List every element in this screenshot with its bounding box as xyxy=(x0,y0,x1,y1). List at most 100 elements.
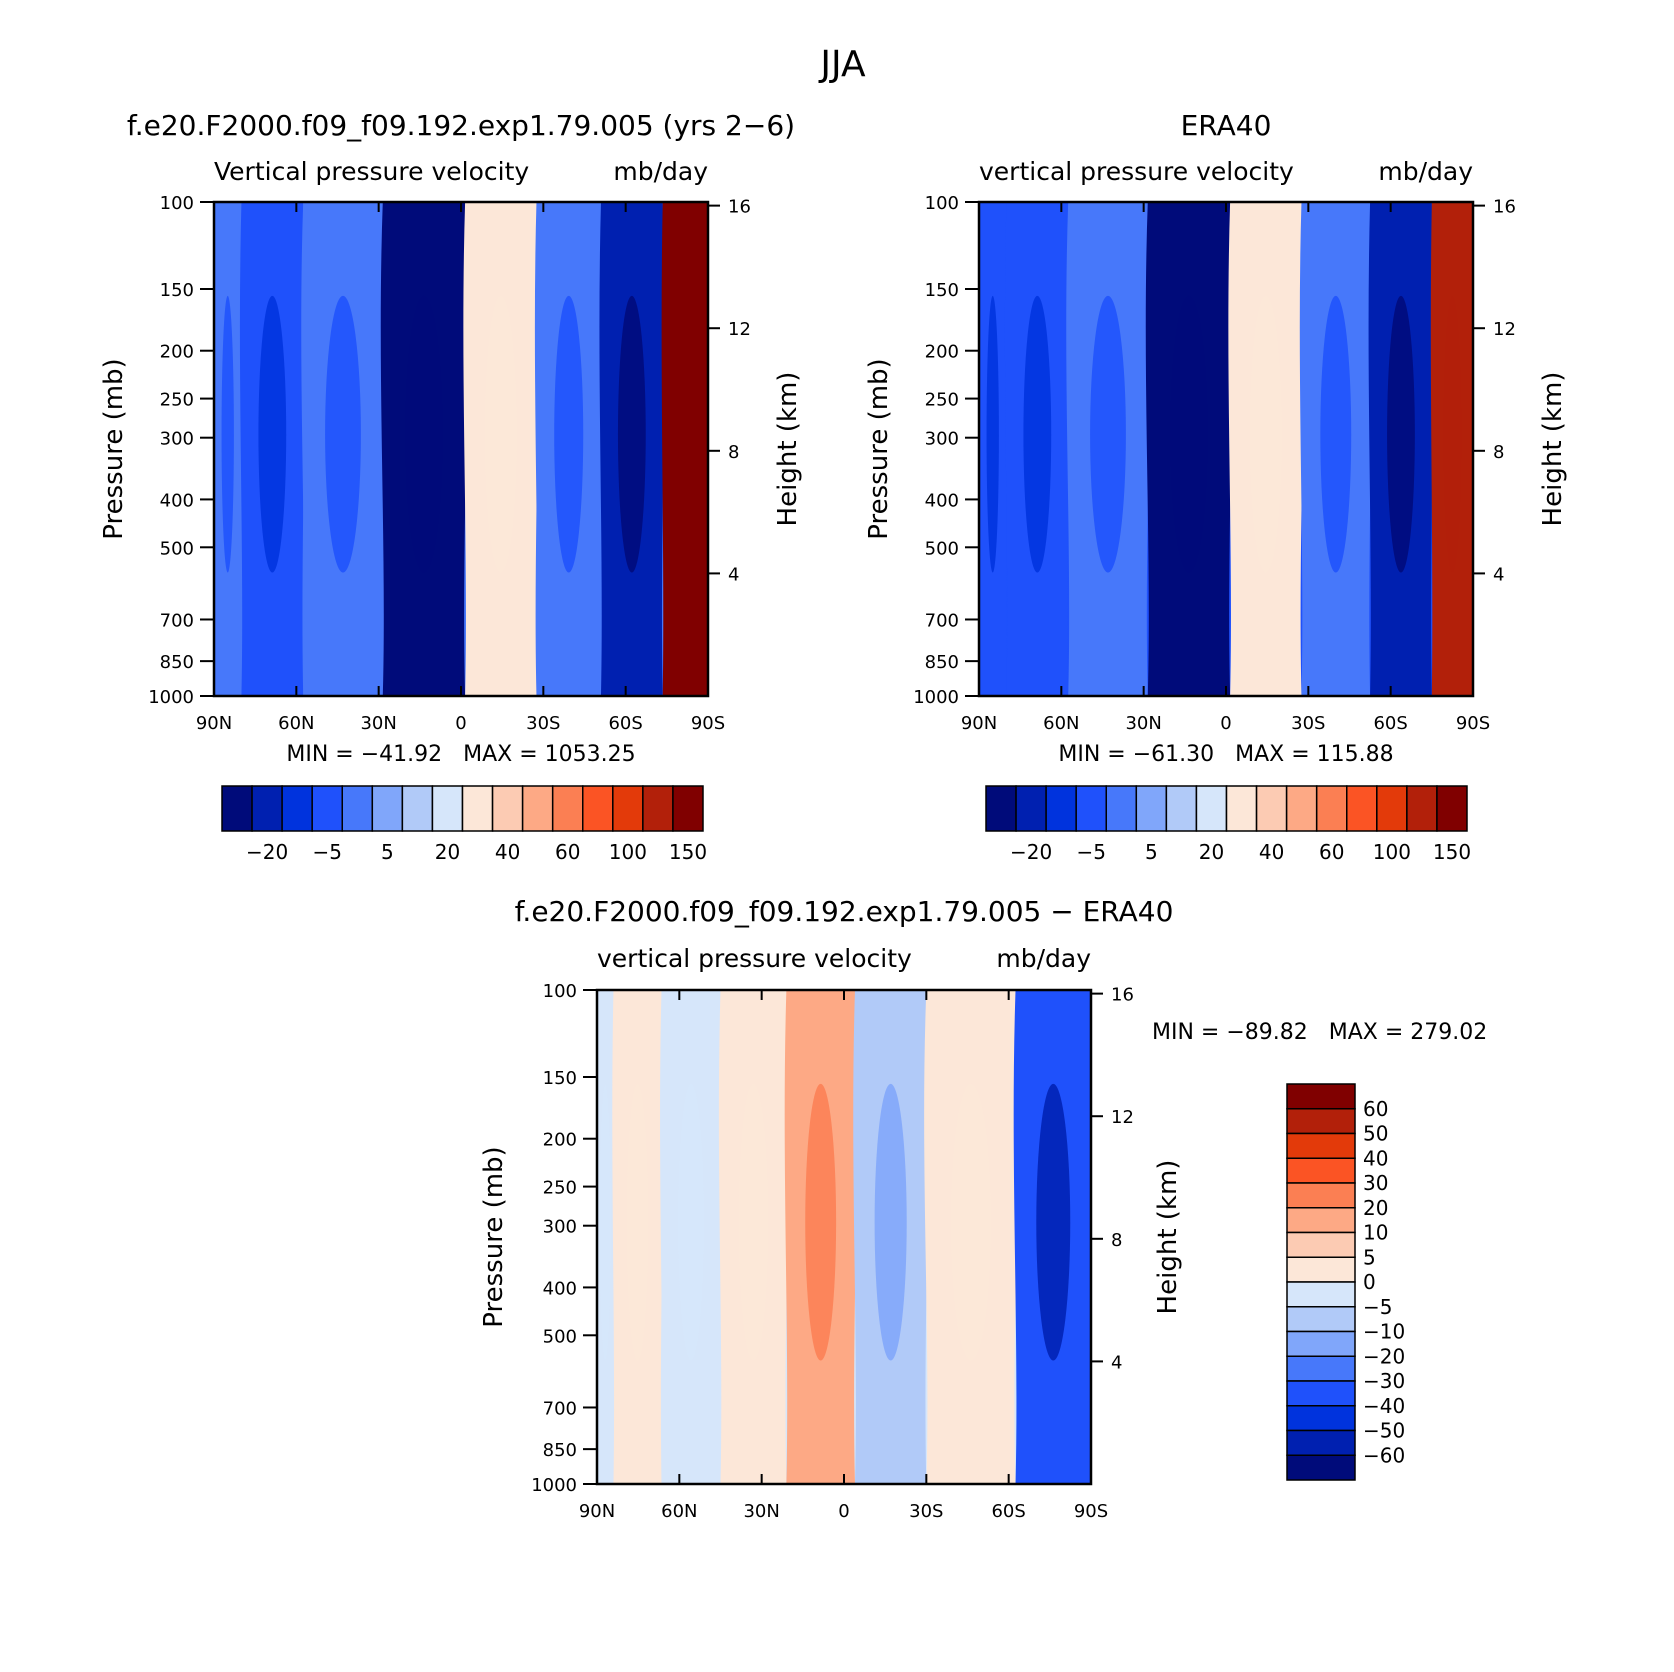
colorbar-label: 20 xyxy=(1363,1196,1388,1220)
y2-tick-label: 12 xyxy=(1111,1107,1134,1128)
colorbar-box xyxy=(1015,785,1047,832)
contour-core xyxy=(325,295,361,573)
colorbar-label: 150 xyxy=(669,840,707,864)
colorbar-box xyxy=(1286,1132,1356,1159)
contour-core xyxy=(675,295,696,573)
y-tick-label: 850 xyxy=(543,1440,577,1461)
colorbar-box xyxy=(612,785,644,832)
y2-tick-label: 4 xyxy=(728,564,739,585)
y2-tick-label: 16 xyxy=(1111,985,1134,1006)
colorbar-box xyxy=(311,785,343,832)
axis-ticks: 90N 60N 30N 0 30S 60S 90S 100 150 200 250 300 400 500… xyxy=(913,193,1516,734)
y2-tick-label: 16 xyxy=(1493,197,1516,218)
colorbar-box xyxy=(1376,785,1408,832)
max-label: MAX = 1053.25 xyxy=(463,742,636,767)
colorbar-label: −50 xyxy=(1363,1419,1405,1443)
colorbar-box xyxy=(985,785,1017,832)
colorbar-box xyxy=(1286,1207,1356,1234)
x-tick-label: 30S xyxy=(909,1501,943,1522)
x-tick-label: 60N xyxy=(661,1501,697,1522)
x-tick-label: 90S xyxy=(1074,1501,1108,1522)
colorbar-label: −20 xyxy=(1363,1344,1405,1368)
colorbar-label: −10 xyxy=(1363,1320,1405,1344)
x-tick-label: 60N xyxy=(1043,713,1079,734)
colorbar-label: 20 xyxy=(1199,840,1224,864)
colorbar-label: 20 xyxy=(435,840,460,864)
y2-axis-label: Height (km) xyxy=(1538,372,1568,527)
contour-core xyxy=(738,1083,769,1361)
max-label: MAX = 115.88 xyxy=(1235,742,1394,767)
y-tick-label: 700 xyxy=(543,1398,577,1419)
contour-core xyxy=(1443,295,1462,573)
colorbar-box xyxy=(1406,785,1438,832)
min-label: MIN = −61.30 xyxy=(1058,742,1214,767)
colorbar-label: −5 xyxy=(1363,1295,1392,1319)
colorbar-label: −5 xyxy=(1076,840,1105,864)
colorbar-label: 30 xyxy=(1363,1171,1388,1195)
y-tick-label: 150 xyxy=(160,280,194,301)
colorbar-label: 50 xyxy=(1363,1122,1388,1146)
x-tick-label: 30N xyxy=(743,1501,779,1522)
panel-title: f.e20.F2000.f09_f09.192.exp1.79.005 − ER… xyxy=(515,895,1174,928)
plot-subtitle-right: mb/day xyxy=(1378,157,1473,186)
colorbar-box xyxy=(1286,1405,1356,1432)
colorbar-box xyxy=(1286,1231,1356,1258)
colorbar-box xyxy=(1286,1330,1356,1357)
y-tick-label: 400 xyxy=(925,490,959,511)
max-label: MAX = 279.02 xyxy=(1329,1020,1488,1045)
panel-title: ERA40 xyxy=(1181,109,1272,142)
y-tick-label: 150 xyxy=(925,280,959,301)
y-tick-label: 100 xyxy=(543,981,577,1002)
y2-tick-label: 8 xyxy=(728,442,739,463)
colorbar-label: 100 xyxy=(1373,840,1411,864)
x-tick-label: 90N xyxy=(579,1501,615,1522)
colorbar-label: 5 xyxy=(381,840,394,864)
contour-core xyxy=(554,295,584,573)
y2-tick-label: 12 xyxy=(1493,319,1516,340)
contour-core xyxy=(986,295,999,573)
colorbar-label: 0 xyxy=(1363,1270,1376,1294)
min-max-label: MIN = −61.30 MAX = 115.88 xyxy=(1058,742,1393,767)
y-tick-label: 250 xyxy=(543,1178,577,1199)
colorbar-box xyxy=(281,785,313,832)
contour-core xyxy=(258,295,287,573)
colorbar-box xyxy=(1286,1256,1356,1283)
y-tick-label: 300 xyxy=(543,1217,577,1238)
colorbar-box xyxy=(582,785,614,832)
colorbar-box xyxy=(371,785,404,832)
y-tick-label: 400 xyxy=(160,490,194,511)
contour-core xyxy=(805,1083,837,1361)
contour-core xyxy=(677,1083,705,1361)
contour-core xyxy=(1387,295,1415,573)
y-tick-label: 100 xyxy=(160,193,194,214)
y-tick-label: 200 xyxy=(160,342,194,363)
x-tick-label: 30N xyxy=(1125,713,1161,734)
min-label: MIN = −89.82 xyxy=(1152,1020,1308,1045)
colorbar-box xyxy=(251,785,283,832)
x-tick-label: 90S xyxy=(691,713,725,734)
colorbar-box xyxy=(1105,785,1138,832)
x-tick-label: 90N xyxy=(196,713,232,734)
x-tick-label: 60N xyxy=(278,713,314,734)
colorbar-box xyxy=(1045,785,1077,832)
colorbar-label: −30 xyxy=(1363,1369,1405,1393)
axis-ticks: 90N 60N 30N 0 30S 60S 90S 100 150 200 250 300 400 500… xyxy=(531,981,1134,1522)
colorbar-label: 5 xyxy=(1145,840,1158,864)
colorbar-label: 100 xyxy=(609,840,647,864)
y-axis-label: Pressure (mb) xyxy=(479,1146,509,1327)
colorbar-box xyxy=(1255,785,1288,832)
colorbar-box xyxy=(1286,1306,1356,1333)
min-label: MIN = −41.92 xyxy=(286,742,442,767)
y2-tick-label: 8 xyxy=(1111,1230,1122,1251)
colorbar-label: −5 xyxy=(312,840,341,864)
plot-subtitle-left: vertical pressure velocity xyxy=(979,157,1294,186)
y-tick-label: 200 xyxy=(543,1130,577,1151)
contour-core xyxy=(626,1083,649,1361)
colorbar: −20 −5 5 20 40 60 100 150 xyxy=(221,785,707,864)
panel-difference: f.e20.F2000.f09_f09.192.exp1.79.005 − ER… xyxy=(479,895,1487,1522)
y-tick-label: 1000 xyxy=(913,687,959,708)
colorbar-label: 40 xyxy=(1259,840,1284,864)
colorbar-box xyxy=(461,785,494,832)
y2-tick-label: 8 xyxy=(1493,442,1504,463)
